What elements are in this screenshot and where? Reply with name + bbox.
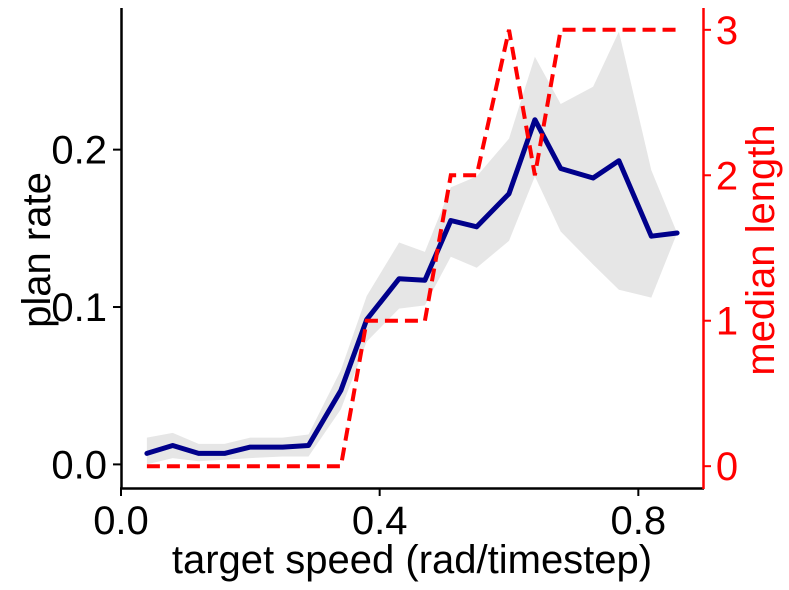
band-layer xyxy=(146,31,678,465)
axes-layer xyxy=(120,8,705,490)
plan-rate-band xyxy=(146,31,678,465)
x-tick-label: 0.4 xyxy=(352,499,408,543)
y-tick-label: 0.0 xyxy=(51,443,107,487)
y2-tick-label: 1 xyxy=(716,300,738,344)
y-tick-label: 0.2 xyxy=(51,129,107,173)
y2-tick-label: 2 xyxy=(716,154,738,198)
y-axis-label: plan rate xyxy=(15,172,59,328)
y2-tick-label: 3 xyxy=(716,9,738,53)
median-length-line xyxy=(146,27,678,469)
y2-tick-label: 0 xyxy=(716,445,738,489)
x-tick-label: 0.0 xyxy=(93,499,149,543)
y-tick-label: 0.1 xyxy=(51,286,107,330)
y2-axis-label: median length xyxy=(739,124,783,375)
x-axis-label: target speed (rad/timestep) xyxy=(172,538,652,582)
x-tick-label: 0.8 xyxy=(611,499,667,543)
ticks-layer: 0.0 0.4 0.8 0.0 0.1 0.2 0 1 2 3 xyxy=(51,9,738,543)
line-layer xyxy=(144,27,680,469)
plan-rate-line xyxy=(144,117,680,456)
